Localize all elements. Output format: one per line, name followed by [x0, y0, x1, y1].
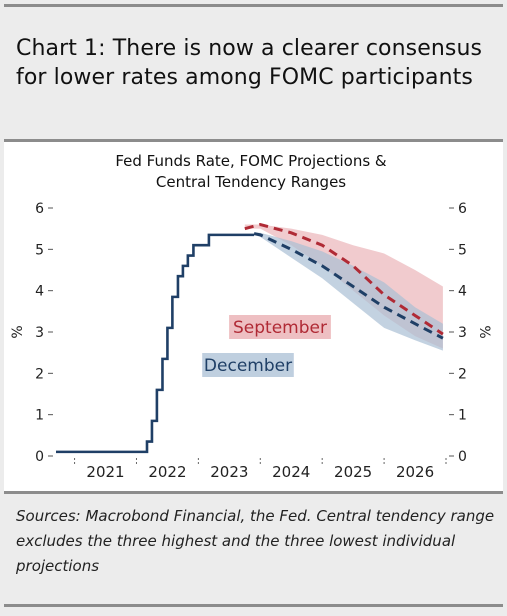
- chart-title-line-1: Fed Funds Rate, FOMC Projections &: [115, 152, 387, 170]
- chart-area: Fed Funds Rate, FOMC Projections & Centr…: [4, 142, 503, 491]
- december-median-line: [253, 232, 444, 340]
- x-tick-label: 2026: [396, 463, 434, 481]
- y-tick-label-left: 4: [35, 284, 44, 300]
- september-label-text: September: [233, 318, 327, 338]
- sources-note: Sources: Macrobond Financial, the Fed. C…: [16, 507, 495, 575]
- y-tick-label-right: 3: [458, 325, 467, 341]
- chart-headline: Chart 1: There is now a clearer consensu…: [16, 36, 483, 90]
- y-tick-label-right: 0: [458, 449, 467, 465]
- december-label-text: December: [204, 356, 292, 376]
- y-tick-label-left: 6: [35, 201, 44, 217]
- headline-rule: [4, 139, 503, 142]
- september-median-line: [244, 222, 444, 336]
- fed-funds-chart: Fed Funds Rate, FOMC Projections & Centr…: [10, 152, 492, 481]
- december-label-bg: [202, 353, 294, 377]
- y-tick-label-left: 0: [35, 449, 44, 465]
- y-tick-label-right: 2: [458, 366, 467, 382]
- y-tick-label-left: 3: [35, 325, 44, 341]
- top-rule: [4, 4, 503, 7]
- x-tick-label: 2023: [210, 463, 248, 481]
- y-tick-label-right: 1: [458, 408, 467, 424]
- y-tick-label-right: 6: [458, 201, 467, 217]
- sources-rule: [4, 491, 503, 494]
- x-tick-label: 2024: [272, 463, 310, 481]
- december-range-band: [254, 232, 443, 351]
- y-tick-label-right: 5: [458, 242, 467, 258]
- december-label: December: [202, 353, 294, 377]
- y-tick-label-left: 5: [35, 242, 44, 258]
- x-tick-label: 2021: [86, 463, 124, 481]
- fed-funds-rate-line: [56, 233, 255, 454]
- y-axis-label-left: %: [10, 325, 26, 338]
- september-label: September: [229, 315, 331, 339]
- y-tick-label-right: 4: [458, 284, 467, 300]
- bottom-rule: [4, 604, 503, 607]
- chart-title-line-2: Central Tendency Ranges: [156, 173, 346, 191]
- september-label-bg: [229, 315, 331, 339]
- y-tick-label-left: 2: [35, 366, 44, 382]
- x-tick-label: 2025: [334, 463, 372, 481]
- x-tick-label: 2022: [148, 463, 186, 481]
- y-tick-label-left: 1: [35, 408, 44, 424]
- y-axis-label-right: %: [476, 325, 492, 338]
